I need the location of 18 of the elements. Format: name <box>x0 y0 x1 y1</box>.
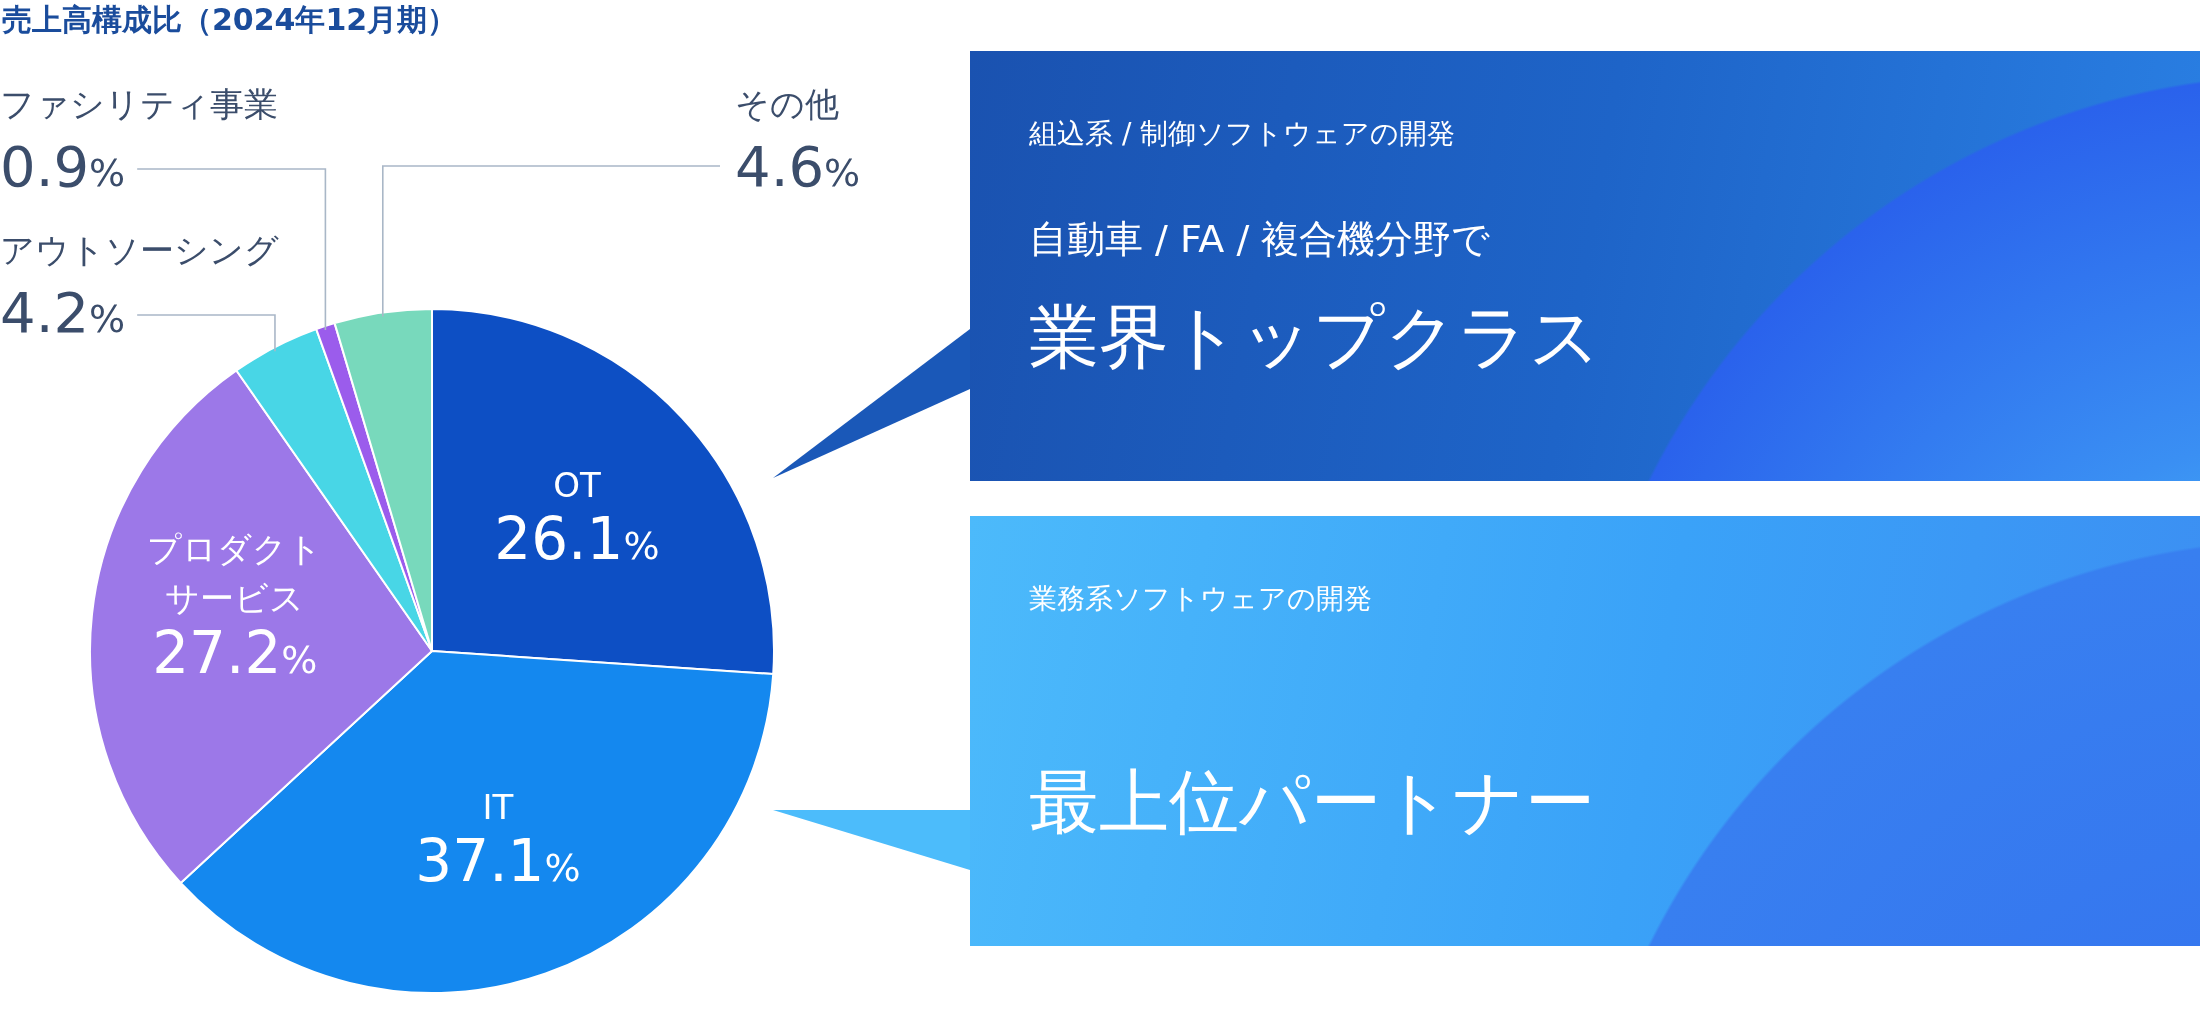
slice-label: ファシリティ事業 <box>0 84 278 125</box>
text: 自動車 / FA / 複合機分野で <box>1029 217 1491 263</box>
text: 最上位パートナー <box>1029 760 1595 844</box>
data-label: 4.2% <box>0 280 126 345</box>
data-label: 37.1% <box>415 827 581 896</box>
slice-label: その他 <box>735 84 839 125</box>
slice-label: アウトソーシング <box>0 230 279 271</box>
slice-label: プロダクトサービス <box>147 528 323 619</box>
slice-label: OT <box>553 464 601 505</box>
chart-title: 売上高構成比（2024年12月期） <box>2 2 458 38</box>
data-label: 0.9% <box>0 134 126 199</box>
data-label: 26.1% <box>494 504 660 573</box>
data-label: 4.6% <box>735 134 861 199</box>
text: 組込系 / 制御ソフトウェアの開発 <box>1029 117 1456 151</box>
slice-label: IT <box>482 786 514 827</box>
text: 業務系ソフトウェアの開発 <box>1029 582 1372 616</box>
text: 業界トップクラス <box>1029 295 1601 379</box>
data-label: 27.2% <box>152 618 318 687</box>
